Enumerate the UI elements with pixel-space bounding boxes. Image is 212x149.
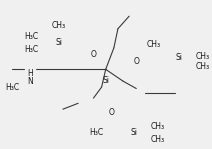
Text: O: O (109, 108, 115, 117)
Text: Si: Si (175, 53, 182, 62)
Text: H₃C: H₃C (5, 83, 19, 92)
Text: CH₃: CH₃ (146, 40, 161, 49)
Text: Si: Si (55, 38, 62, 46)
Text: Si: Si (130, 128, 137, 137)
Text: H₃C: H₃C (89, 128, 104, 137)
Text: CH₃: CH₃ (195, 62, 209, 71)
Text: Si: Si (102, 76, 109, 85)
Text: H₃C: H₃C (24, 32, 38, 41)
Text: CH₃: CH₃ (151, 122, 165, 131)
Text: H: H (27, 69, 33, 78)
Text: O: O (91, 50, 96, 59)
Text: CH₃: CH₃ (195, 52, 209, 60)
Text: CH₃: CH₃ (52, 21, 66, 30)
Text: O: O (133, 58, 139, 66)
Text: CH₃: CH₃ (151, 135, 165, 144)
Text: N: N (27, 77, 33, 86)
Text: H₃C: H₃C (24, 45, 38, 54)
